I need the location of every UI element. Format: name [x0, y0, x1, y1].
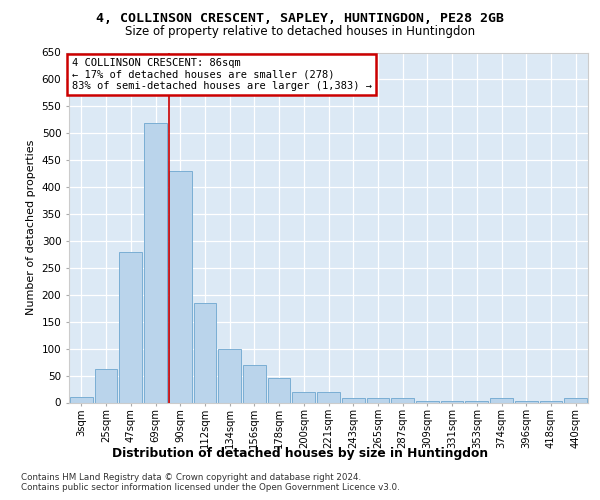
Bar: [95, 369, 118, 402]
Bar: [564, 398, 587, 402]
Bar: [268, 378, 290, 402]
Y-axis label: Number of detached properties: Number of detached properties: [26, 140, 36, 315]
Bar: [490, 398, 513, 402]
Bar: [194, 303, 216, 402]
Bar: [169, 171, 191, 402]
Text: Size of property relative to detached houses in Huntingdon: Size of property relative to detached ho…: [125, 25, 475, 38]
Bar: [391, 398, 414, 402]
Text: Distribution of detached houses by size in Huntingdon: Distribution of detached houses by size …: [112, 448, 488, 460]
Bar: [144, 122, 167, 402]
Bar: [218, 348, 241, 403]
Text: Contains HM Land Registry data © Crown copyright and database right 2024.: Contains HM Land Registry data © Crown c…: [21, 472, 361, 482]
Text: 4 COLLINSON CRESCENT: 86sqm
← 17% of detached houses are smaller (278)
83% of se: 4 COLLINSON CRESCENT: 86sqm ← 17% of det…: [71, 58, 371, 91]
Bar: [367, 398, 389, 402]
Text: 4, COLLINSON CRESCENT, SAPLEY, HUNTINGDON, PE28 2GB: 4, COLLINSON CRESCENT, SAPLEY, HUNTINGDO…: [96, 12, 504, 26]
Text: Contains public sector information licensed under the Open Government Licence v3: Contains public sector information licen…: [21, 484, 400, 492]
Bar: [70, 397, 93, 402]
Bar: [317, 392, 340, 402]
Bar: [342, 398, 365, 402]
Bar: [292, 392, 315, 402]
Bar: [243, 365, 266, 403]
Bar: [119, 252, 142, 402]
